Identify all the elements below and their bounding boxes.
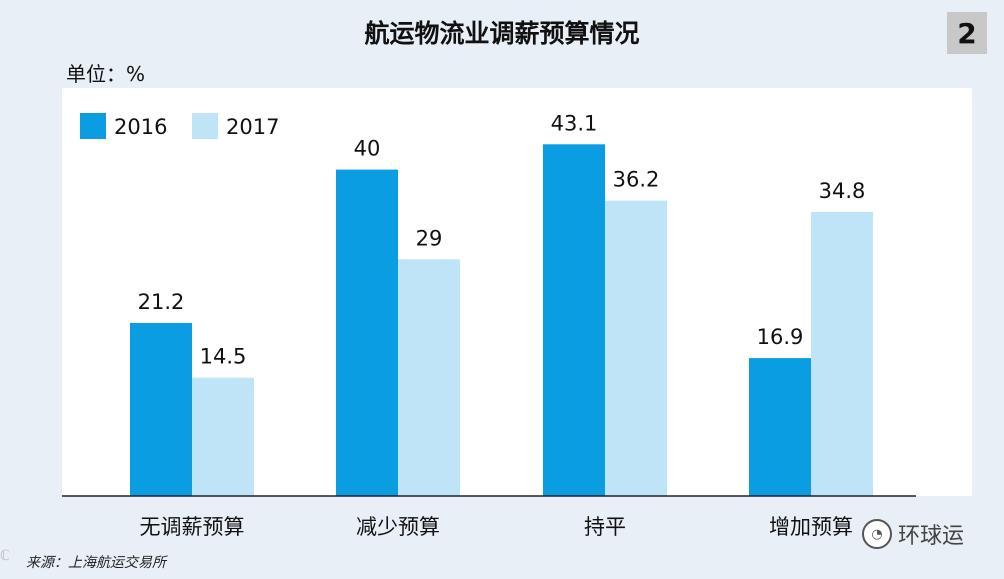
bar-2016-2: [543, 144, 605, 496]
legend-label-2017: 2017: [226, 115, 279, 139]
bars-group: [130, 144, 873, 497]
unit-label: 单位：%: [66, 62, 146, 86]
category-labels-group: 无调薪预算 减少预算 持平 增加预算: [140, 515, 854, 539]
category-label: 增加预算: [769, 515, 853, 539]
legend: 2016 2017: [80, 113, 279, 139]
bar-2017-0: [192, 377, 254, 496]
chart-title: 航运物流业调薪预算情况: [364, 19, 640, 48]
wechat-icon: ◔: [862, 519, 892, 549]
source-note: 来源：上海航运交易所: [26, 555, 166, 571]
bar-value-label: 16.9: [757, 325, 804, 349]
bar-2017-1: [398, 259, 460, 496]
bar-value-label: 43.1: [551, 111, 598, 135]
category-label: 无调薪预算: [140, 515, 245, 539]
bar-2016-0: [130, 323, 192, 496]
legend-swatch-2016: [80, 113, 106, 139]
bar-value-label: 34.8: [819, 179, 866, 203]
brand-watermark: ◔ 环球运: [862, 518, 964, 550]
corner-watermark: ℂ: [0, 548, 10, 564]
category-label: 减少预算: [356, 515, 440, 539]
bar-labels-group: 21.2 14.5 40 29 43.1 36.2 16.9 34.8: [138, 111, 866, 368]
brand-name: 环球运: [898, 524, 965, 549]
bar-value-label: 40: [354, 137, 381, 161]
bar-2017-3: [811, 212, 873, 497]
legend-swatch-2017: [192, 113, 218, 139]
figure-number-badge: 2: [947, 12, 987, 54]
bar-value-label: 14.5: [200, 345, 247, 369]
bar-2016-1: [336, 169, 398, 496]
bar-2016-3: [749, 358, 811, 496]
bar-value-label: 29: [416, 226, 443, 250]
bar-value-label: 21.2: [138, 290, 185, 314]
bar-value-label: 36.2: [613, 168, 660, 192]
category-label: 持平: [584, 515, 626, 539]
bar-2017-2: [605, 200, 667, 496]
legend-label-2016: 2016: [114, 115, 167, 139]
